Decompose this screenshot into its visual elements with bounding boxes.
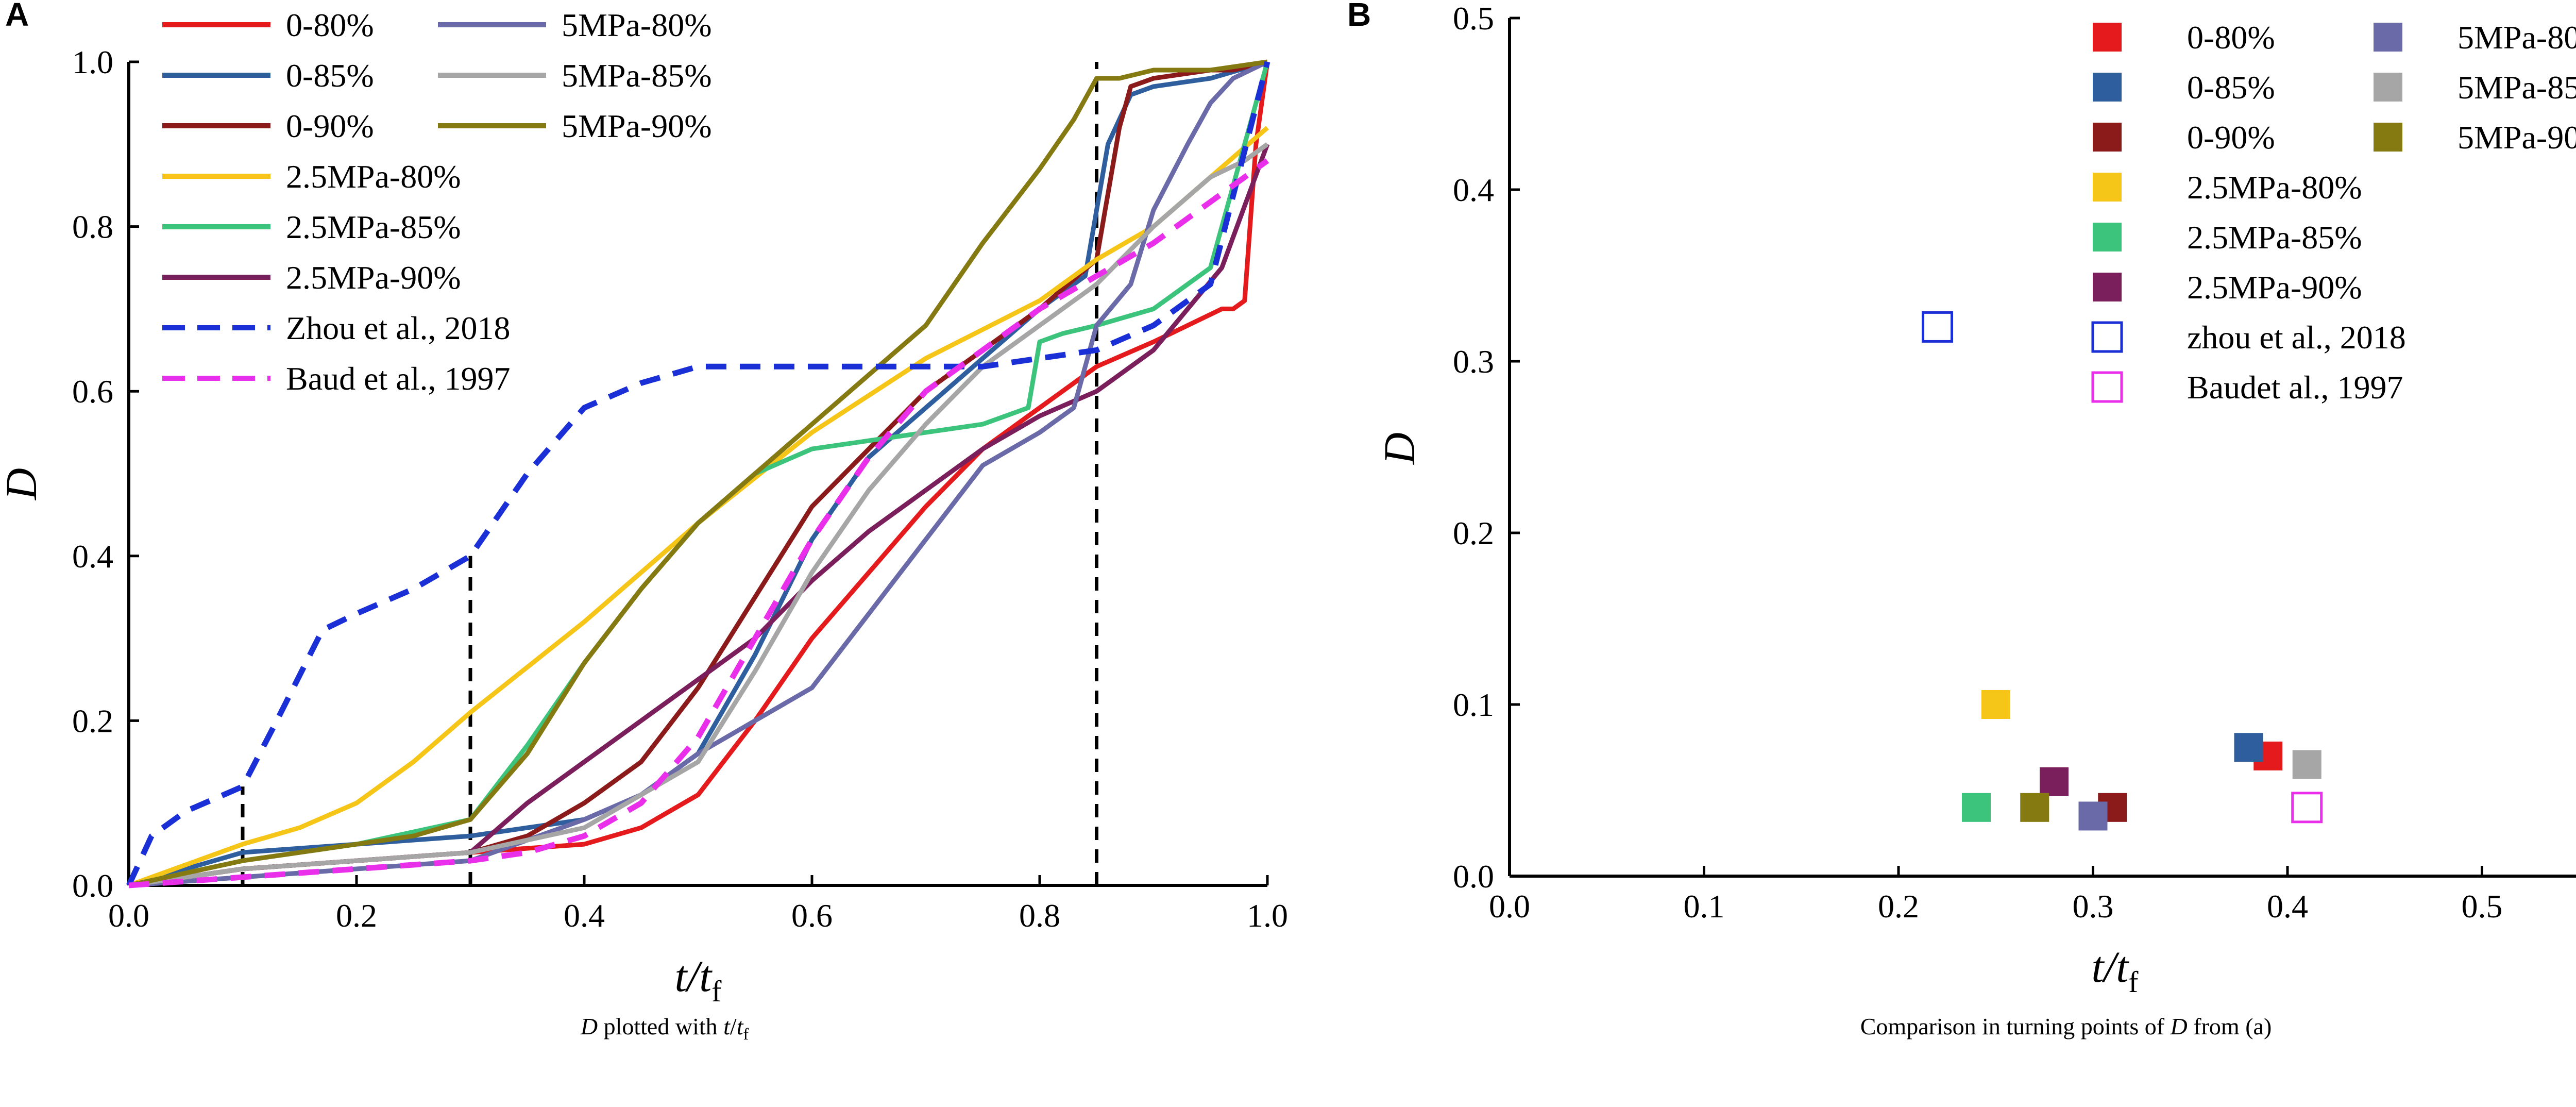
legend-label-5mpa-85: 5MPa-85% — [562, 57, 712, 94]
x-tick-label: 0.2 — [1878, 888, 1919, 925]
legend-label-0-85: 0-85% — [286, 57, 374, 94]
y-tick-label: 0.4 — [1453, 172, 1494, 208]
legend-label-2-5mpa-80: 2.5MPa-80% — [2187, 169, 2362, 206]
y-tick-label: 0.1 — [1453, 686, 1494, 723]
x-axis-label: t/tf — [674, 951, 722, 1008]
x-tick-label: 0.5 — [2462, 888, 2503, 925]
legend-label-5mpa-85: 5MPa-85% — [2458, 69, 2576, 106]
legend-label-zhou-et-al-2018: zhou et al., 2018 — [2187, 319, 2406, 356]
data-point-5mpa-85 — [2292, 750, 2321, 779]
legend-label-zhou-et-al-2018: Zhou et al., 2018 — [286, 310, 510, 346]
series-line-5mpa-90 — [128, 59, 1268, 888]
legend-label-0-90: 0-90% — [2187, 119, 2275, 156]
y-tick-label: 0.0 — [1453, 858, 1494, 895]
data-point-2-5mpa-90 — [2040, 767, 2069, 796]
legend-swatch-5mpa-85 — [2374, 73, 2402, 102]
legend-label-baud-et-al-1997: Baud et al., 1997 — [286, 360, 510, 397]
y-tick-label: 0.2 — [1453, 515, 1494, 551]
y-tick-label: 0.5 — [1453, 0, 1494, 37]
data-point-zhou-et-al-2018 — [1922, 311, 1953, 343]
legend-label-0-85: 0-85% — [2187, 69, 2275, 106]
series-line-0-80 — [128, 61, 1270, 888]
legend-label-0-80: 0-80% — [286, 7, 374, 43]
legend-swatch-5mpa-80 — [2374, 23, 2402, 52]
y-tick-label: 0.8 — [72, 209, 113, 245]
legend-label-baudet-al-1997: Baudet al., 1997 — [2187, 369, 2403, 406]
y-tick-label: 0.2 — [72, 702, 113, 739]
series-line-5mpa-85 — [128, 142, 1269, 888]
panel-letter-b: B — [1347, 0, 1371, 33]
y-axis-label: D — [1375, 432, 1424, 465]
legend-swatch-5mpa-90 — [2374, 123, 2402, 152]
data-point-2-5mpa-80 — [1981, 690, 2010, 719]
y-tick-label: 0.6 — [72, 373, 113, 410]
legend-a: 0-80% 0-85% 0-90% 2.5MPa-80% 2.5MPa-85% 2.5MP… — [162, 7, 712, 397]
legend-swatch-0-80 — [2093, 23, 2122, 52]
legend-label-2-5mpa-85: 2.5MPa-85% — [2187, 219, 2362, 256]
legend-swatch-2-5mpa-80 — [2093, 173, 2122, 202]
x-tick-label: 1.0 — [1247, 897, 1288, 934]
data-point-5mpa-90 — [2020, 793, 2049, 822]
y-tick-label: 0.4 — [72, 538, 113, 575]
x-tick-label: 0.2 — [336, 897, 377, 934]
data-point-baudet-al-1997 — [2291, 792, 2323, 824]
x-tick-label: 0.8 — [1019, 897, 1060, 934]
x-tick-label: 0.6 — [791, 897, 833, 934]
y-tick-label: 0.3 — [1453, 343, 1494, 380]
y-axis-label: D — [0, 468, 46, 500]
legend-label-5mpa-90: 5MPa-90% — [2458, 119, 2576, 156]
caption-a: D plotted with t/tf — [580, 1013, 749, 1044]
legend-b: 0-80% 0-85% 0-90% 2.5MPa-80% 2.5MPa-85% 2.5MP… — [2091, 19, 2576, 406]
legend-label-2-5mpa-85: 2.5MPa-85% — [286, 209, 461, 245]
series-line-baud-et-al-1997 — [128, 158, 1269, 888]
data-point-0-85 — [2234, 733, 2263, 762]
legend-label-5mpa-80: 5MPa-80% — [2458, 19, 2576, 56]
series-line-5mpa-80 — [128, 59, 1268, 888]
panel-a: A 0.0 0.2 0.4 0.6 0.8 1.0 0.0 0.2 0.4 0.6 0.8 1.0 Dt/… — [0, 0, 1288, 1008]
data-point-5mpa-80 — [2078, 801, 2108, 831]
x-tick-label: 0.0 — [108, 897, 149, 934]
series-line-zhou-et-al-2018 — [126, 61, 1270, 887]
legend-label-0-90: 0-90% — [286, 108, 374, 144]
legend-label-0-80: 0-80% — [2187, 19, 2275, 56]
panel-b: B0.00.10.20.30.40.500.00.10.20.30.40.5Dt… — [1347, 0, 2576, 999]
legend-swatch-zhou-et-al-2018 — [2091, 321, 2123, 353]
x-axis-label: t/tf — [2091, 942, 2139, 999]
panel-letter-a: A — [5, 0, 29, 33]
legend-swatch-0-85 — [2093, 73, 2122, 102]
x-tick-label: 0.4 — [564, 897, 605, 934]
caption-b: Comparison in turning points of D from (… — [1860, 1013, 2272, 1039]
x-tick-label: 0.4 — [2267, 888, 2308, 925]
legend-swatch-baudet-al-1997 — [2091, 371, 2123, 403]
x-tick-label: 0.3 — [2073, 888, 2114, 925]
legend-label-2-5mpa-90: 2.5MPa-90% — [286, 259, 461, 296]
legend-swatch-0-90 — [2093, 123, 2122, 152]
x-tick-label: 0.0 — [1489, 888, 1530, 925]
data-point-2-5mpa-85 — [1962, 793, 1991, 822]
legend-swatch-2-5mpa-85 — [2093, 223, 2122, 251]
legend-label-2-5mpa-80: 2.5MPa-80% — [286, 158, 461, 195]
y-tick-label: 1.0 — [72, 44, 113, 80]
y-tick-label: 0.0 — [72, 867, 113, 904]
legend-swatch-2-5mpa-90 — [2093, 273, 2122, 301]
x-tick-label: 0.1 — [1684, 888, 1725, 925]
legend-label-5mpa-90: 5MPa-90% — [562, 108, 712, 144]
legend-label-2-5mpa-90: 2.5MPa-90% — [2187, 269, 2362, 306]
legend-label-5mpa-80: 5MPa-80% — [562, 7, 712, 43]
